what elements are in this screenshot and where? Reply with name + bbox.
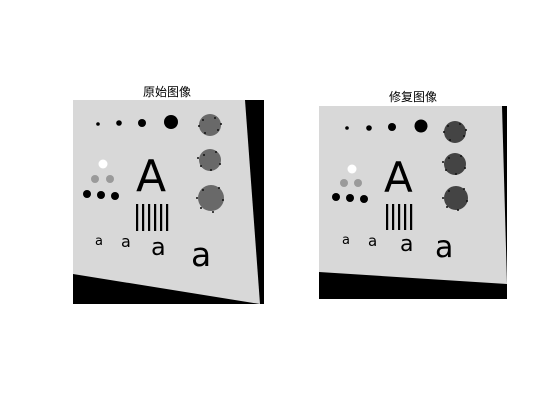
right-panel-title: 修复图像 [388, 90, 437, 104]
letter-a-2: a [121, 232, 131, 251]
left-panel-title: 原始图像 [142, 85, 191, 99]
letter-a-3: a [400, 232, 413, 257]
letter-a-4: a [435, 230, 453, 265]
restored-image: A a a a a [319, 106, 507, 299]
big-letter-a: A [384, 153, 413, 202]
original-image: A a a a a [73, 100, 264, 304]
letter-a-1: a [95, 234, 103, 249]
letter-a-2: a [368, 232, 377, 250]
letter-a-1: a [342, 233, 350, 248]
big-letter-a: A [136, 151, 166, 202]
letter-a-4: a [191, 235, 211, 274]
letter-a-3: a [151, 233, 166, 261]
